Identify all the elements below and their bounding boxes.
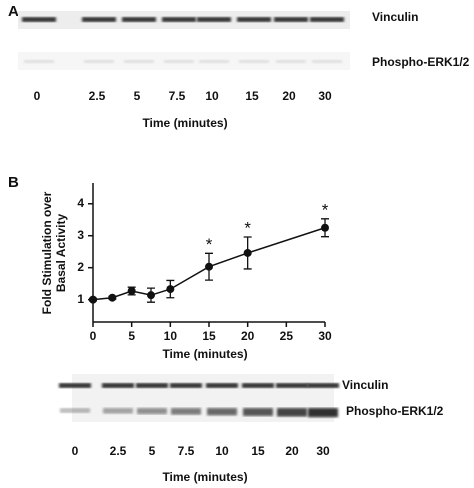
blot-band (276, 60, 306, 63)
lane-label: 10 (215, 444, 229, 458)
blot-band (237, 17, 271, 22)
x-tick-label: 5 (128, 329, 135, 343)
lane-label: 10 (205, 89, 219, 103)
blot-band (307, 383, 339, 388)
y-tick-label: 1 (77, 292, 84, 306)
y-tick-label: 4 (77, 196, 84, 210)
x-tick-label: 20 (241, 329, 255, 343)
lane-label: 5 (134, 89, 141, 103)
blot-band (274, 17, 308, 22)
lane-label: 30 (318, 89, 332, 103)
lane-label: 7.5 (178, 444, 195, 458)
lane-label: 15 (251, 444, 265, 458)
blot-band (170, 383, 202, 388)
lane-label: 2.5 (110, 444, 127, 458)
data-point (127, 287, 136, 296)
y-axis-label: Fold Stimulation over (40, 191, 54, 314)
blot-band (171, 408, 201, 415)
x-axis-label: Time (minutes) (162, 470, 247, 484)
x-axis-label: Time (minutes) (162, 347, 247, 361)
y-tick-label: 2 (77, 260, 84, 274)
lane-label: 2.5 (89, 89, 106, 103)
blot-band (122, 17, 156, 22)
x-axis-label: Time (minutes) (142, 116, 227, 130)
blot-band (207, 408, 237, 416)
panel-label: B (8, 174, 19, 191)
x-tick-label: 15 (202, 329, 216, 343)
blot-band (136, 383, 168, 388)
blot-band (310, 17, 344, 22)
blot-label: Vinculin (372, 10, 418, 24)
x-tick-label: 10 (164, 329, 178, 343)
blot-band (242, 383, 274, 388)
blot-band (243, 408, 273, 416)
data-point (321, 223, 329, 232)
lane-label: 30 (316, 444, 330, 458)
lane-label: 20 (285, 444, 299, 458)
blot-band (162, 17, 196, 22)
data-point (243, 248, 252, 257)
blot-band (103, 408, 133, 414)
blot-band (82, 17, 116, 22)
lane-label: 5 (149, 444, 156, 458)
x-tick-label: 25 (280, 329, 294, 343)
blot-band (164, 60, 194, 63)
significance-mark: * (322, 200, 329, 219)
blot-band (59, 383, 91, 388)
blot-band (312, 60, 342, 63)
lane-label: 15 (245, 89, 259, 103)
lane-label: 20 (282, 89, 296, 103)
data-point (89, 295, 97, 304)
blot-band (22, 17, 56, 22)
x-tick-label: 0 (90, 329, 97, 343)
blot-band (276, 383, 308, 388)
lane-label: 0 (72, 444, 79, 458)
blot-band (137, 408, 167, 415)
blot-band (24, 60, 54, 63)
lane-label: 0 (34, 89, 41, 103)
data-point (205, 262, 213, 271)
significance-mark: * (244, 218, 251, 237)
blot-label: Vinculin (342, 378, 388, 392)
blot-band (197, 17, 231, 22)
y-tick-label: 3 (77, 228, 84, 242)
panel-label: A (8, 3, 19, 20)
blot-band (84, 60, 114, 63)
data-point (166, 285, 175, 294)
significance-mark: * (206, 235, 213, 254)
data-point (147, 291, 155, 300)
blot-band (60, 408, 90, 413)
blot-label: Phospho-ERK1/2 (346, 404, 444, 418)
blot-band (206, 383, 238, 388)
blot-band (199, 60, 229, 63)
blot-band (102, 383, 134, 388)
blot-band (124, 60, 154, 63)
blot-band (308, 408, 338, 418)
data-point (108, 293, 117, 302)
lane-label: 7.5 (169, 89, 186, 103)
y-axis-label: Basal Activity (54, 214, 68, 293)
blot-band (277, 408, 307, 417)
blot-band (239, 60, 269, 63)
x-tick-label: 30 (318, 329, 332, 343)
blot-label: Phospho-ERK1/2 (372, 55, 470, 69)
